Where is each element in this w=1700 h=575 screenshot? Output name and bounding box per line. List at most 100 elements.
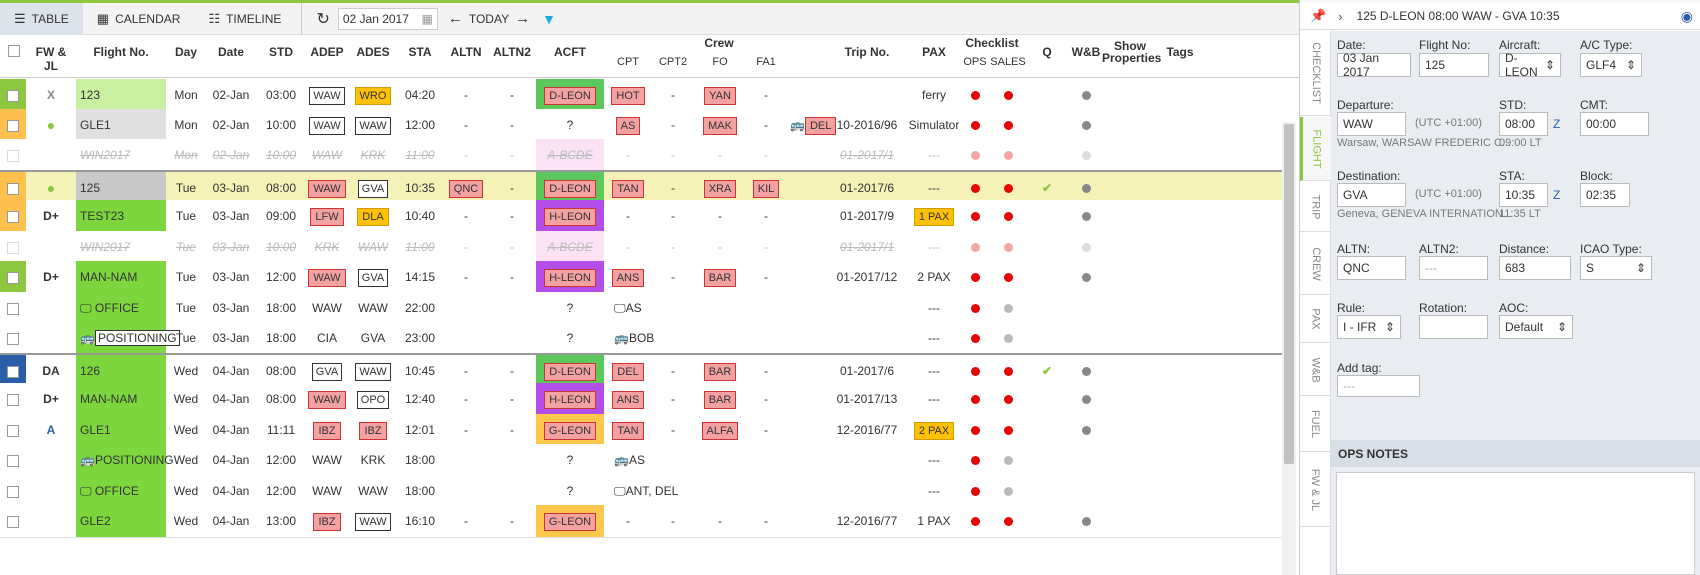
cmt-field[interactable]: 00:00 [1580,112,1649,136]
wb-status-dot[interactable] [1081,91,1091,101]
table-row[interactable]: D+ MAN-NAM Wed 04-Jan 08:00 WAW OPO 12:40 - - H-LE… [0,383,1282,416]
tab-fuel[interactable]: FUEL [1300,397,1331,452]
row-checkbox[interactable] [0,505,26,537]
row-checkbox[interactable] [0,200,26,232]
ops-status-dot[interactable] [970,456,980,466]
ops-status-dot[interactable] [970,91,980,101]
ops-status-dot[interactable] [970,487,980,497]
sales-status-dot[interactable] [1003,395,1013,405]
sales-status-dot[interactable] [1003,456,1013,466]
table-row[interactable]: ● 125 Tue 03-Jan 08:00 WAW GVA 10:35 QNC - D-LEON T… [0,170,1282,204]
ops-notes-textarea[interactable] [1336,472,1695,575]
table-row[interactable]: A GLE1 Wed 04-Jan 11:11 IBZ IBZ 12:01 - - G-LEON TA… [0,414,1282,447]
wb-status-dot[interactable] [1081,395,1091,405]
sales-status-dot[interactable] [1003,304,1013,314]
date-field[interactable]: 03 Jan 2017 [1337,51,1411,79]
table-row[interactable]: D+ MAN-NAM Tue 03-Jan 12:00 WAW GVA 14:15 - - H-LE… [0,261,1282,294]
aoc-select[interactable]: Default ⇕ [1499,315,1573,339]
distance-field[interactable]: 683 [1499,256,1571,280]
table-row[interactable]: X 123 Mon 02-Jan 03:00 WAW WRO 04:20 - - D-LEON HOT… [0,79,1282,112]
add-tag-field[interactable]: --- [1337,375,1420,397]
ops-status-dot[interactable] [970,395,980,405]
vertical-scrollbar[interactable] [1282,122,1296,575]
sta-field[interactable]: 10:35 [1499,183,1548,207]
table-row[interactable]: D+ TEST23 Tue 03-Jan 09:00 LFW DLA 10:40 - - H-LEO… [0,200,1282,233]
ops-status-dot[interactable] [970,212,980,222]
chevron-right-icon[interactable]: › [1338,8,1343,24]
row-checkbox[interactable] [0,322,26,354]
ops-status-dot[interactable] [970,151,980,161]
block-field[interactable]: 02:35 [1580,183,1630,207]
tab-trip[interactable]: TRIP [1300,182,1331,232]
row-checkbox[interactable] [0,444,26,476]
sales-status-dot[interactable] [1003,151,1013,161]
aircraft-select[interactable]: D-LEON ⇕ [1499,51,1561,79]
date-picker[interactable]: 02 Jan 2017 ▦ [337,7,438,30]
flight-no-field[interactable]: 125 [1419,53,1489,77]
row-checkbox[interactable] [0,292,26,324]
std-field[interactable]: 08:00 [1499,112,1548,136]
table-view-button[interactable]: ☰ TABLE [0,2,83,35]
icao-type-select[interactable]: S ⇕ [1580,256,1652,280]
wb-status-dot[interactable] [1081,121,1091,131]
ops-status-dot[interactable] [970,517,980,527]
today-button[interactable]: TODAY [468,11,510,26]
timeline-view-button[interactable]: ☷ TIMELINE [208,10,282,26]
sales-status-dot[interactable] [1003,184,1013,194]
ac-type-select[interactable]: GLF4 ⇕ [1580,53,1642,77]
next-day-button[interactable]: → [511,3,534,35]
table-row[interactable]: DA 126 Wed 04-Jan 08:00 GVA WAW 10:45 - - D-LEON DE… [0,353,1282,387]
table-row[interactable]: 🚌 POSITIONING Tue 03-Jan 18:00 CIA GVA 23:00? 🚌B… [0,322,1282,355]
sales-status-dot[interactable] [1003,517,1013,527]
rotation-field[interactable] [1419,315,1488,339]
departure-field[interactable]: WAW [1337,112,1406,136]
sales-status-dot[interactable] [1003,121,1013,131]
sales-status-dot[interactable] [1003,91,1013,101]
rule-select[interactable]: I - IFR ⇕ [1337,315,1401,339]
table-row[interactable]: ● GLE1 Mon 02-Jan 10:00 WAW WAW 12:00 - -? AS - MAK -… [0,109,1282,142]
row-checkbox[interactable] [0,383,26,415]
row-checkbox[interactable] [0,355,26,387]
ops-status-dot[interactable] [970,426,980,436]
eye-icon[interactable]: ◉ [1680,7,1693,24]
pin-icon[interactable]: 📌 [1310,8,1327,23]
wb-status-dot[interactable] [1081,426,1091,436]
ops-status-dot[interactable] [970,334,980,344]
table-row[interactable]: 🖵 OFFICE Tue 03-Jan 18:00 WAW WAW 22:00? 🖵AS --- [0,292,1282,325]
wb-status-dot[interactable] [1081,243,1091,253]
wb-status-dot[interactable] [1081,517,1091,527]
ops-status-dot[interactable] [970,243,980,253]
tab-pax[interactable]: PAX [1300,296,1331,343]
sales-status-dot[interactable] [1003,367,1013,377]
calendar-view-button[interactable]: ▦ CALENDAR [96,10,181,26]
refresh-button[interactable]: ↻ [308,3,337,35]
wb-status-dot[interactable] [1081,184,1091,194]
wb-status-dot[interactable] [1081,367,1091,377]
tab-crew[interactable]: CREW [1300,233,1331,295]
table-row[interactable]: WIN2017 Mon 02-Jan 10:00 WAW KRK 11:00 - - A-BCDE… [0,139,1282,172]
table-row[interactable]: 🖵 OFFICE Wed 04-Jan 12:00 WAW WAW 18:00? 🖵ANT, … [0,475,1282,508]
filter-button[interactable]: ▼ [534,3,564,35]
sales-status-dot[interactable] [1003,334,1013,344]
wb-status-dot[interactable] [1081,212,1091,222]
row-checkbox[interactable] [0,231,26,263]
sales-status-dot[interactable] [1003,426,1013,436]
ops-status-dot[interactable] [970,184,980,194]
row-checkbox[interactable] [0,475,26,507]
destination-field[interactable]: GVA [1337,183,1406,207]
ops-status-dot[interactable] [970,273,980,283]
row-checkbox[interactable] [0,109,26,141]
table-row[interactable]: 🚌POSITIONING Wed 04-Jan 12:00 WAW KRK 18:00? 🚌A… [0,444,1282,477]
row-checkbox[interactable] [0,139,26,171]
ops-status-dot[interactable] [970,121,980,131]
sales-status-dot[interactable] [1003,212,1013,222]
table-row[interactable]: WIN2017 Tue 03-Jan 10:00 KRK WAW 11:00 - - A-BCDE… [0,231,1282,264]
tab-flight[interactable]: FLIGHT [1300,117,1331,181]
altn-field[interactable]: QNC [1337,256,1406,280]
sales-status-dot[interactable] [1003,487,1013,497]
ops-status-dot[interactable] [970,304,980,314]
row-checkbox[interactable] [0,414,26,446]
row-checkbox[interactable] [0,172,26,204]
wb-status-dot[interactable] [1081,273,1091,283]
table-row[interactable]: GLE2 Wed 04-Jan 13:00 IBZ WAW 16:10 - - G-LEON - - -… [0,505,1282,538]
